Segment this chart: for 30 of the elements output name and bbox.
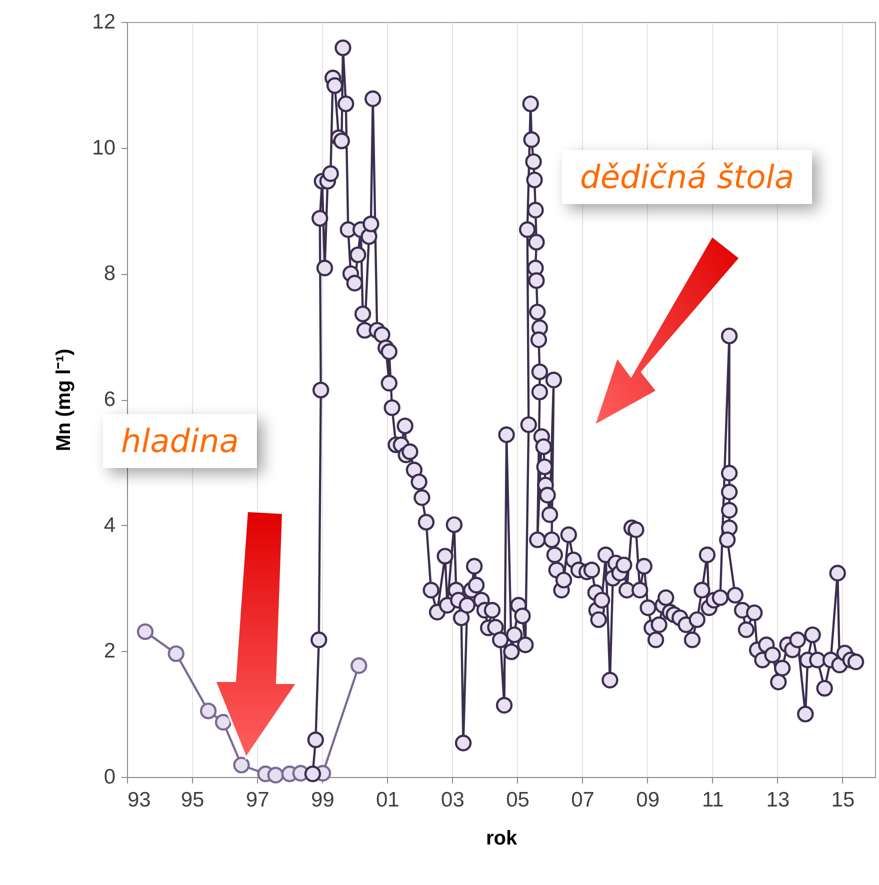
x-tick-label: 15 bbox=[831, 788, 855, 812]
annotation: dědičná štola bbox=[562, 150, 812, 204]
y-tick-label: 12 bbox=[92, 10, 116, 34]
x-tick-label: 13 bbox=[766, 788, 790, 812]
x-tick-label: 99 bbox=[310, 788, 334, 812]
y-axis-title: Mn (mg l⁻¹) bbox=[53, 348, 76, 452]
point bbox=[267, 766, 284, 784]
y-tick-label: 8 bbox=[104, 262, 116, 286]
point bbox=[350, 657, 368, 674]
point bbox=[200, 702, 217, 720]
point bbox=[233, 756, 250, 774]
y-tick-label: 4 bbox=[104, 514, 116, 537]
point bbox=[168, 645, 184, 662]
x-tick-label: 09 bbox=[636, 788, 660, 812]
x-tick-label: 11 bbox=[702, 788, 724, 812]
y-tick-label: 6 bbox=[104, 388, 116, 411]
x-tick-label: 03 bbox=[441, 788, 464, 812]
x-tick-label: 95 bbox=[180, 788, 204, 812]
y-tick-label: 0 bbox=[104, 766, 116, 788]
y-tick-label: 10 bbox=[92, 136, 116, 160]
annotation: hladina bbox=[103, 414, 257, 468]
point bbox=[136, 623, 154, 640]
point bbox=[214, 714, 232, 731]
x-tick-label: 01 bbox=[376, 788, 400, 812]
x-tick-label: 97 bbox=[246, 788, 270, 812]
x-tick-label: 93 bbox=[128, 788, 151, 812]
y-tick-label: 2 bbox=[104, 640, 116, 663]
x-tick-label: 05 bbox=[506, 788, 530, 812]
x-tick-label: 07 bbox=[571, 788, 594, 812]
x-axis-title: rok bbox=[486, 828, 518, 850]
